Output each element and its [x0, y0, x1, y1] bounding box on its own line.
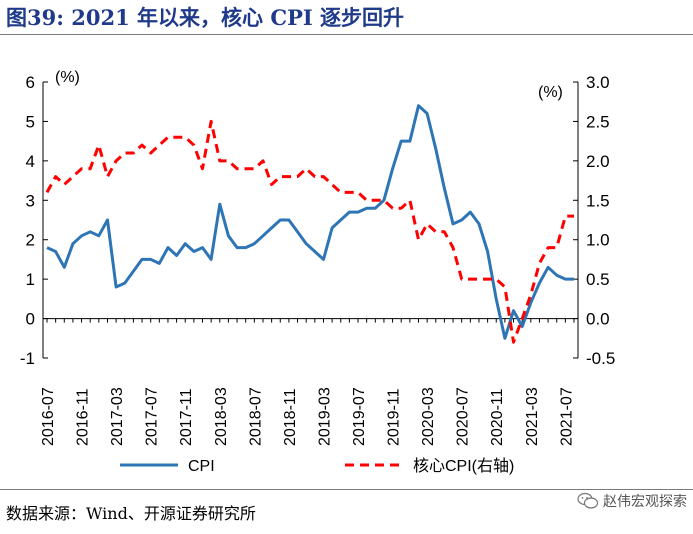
x-tick-label: 2020-03 — [420, 387, 437, 446]
x-tick-label: 2018-03 — [213, 387, 230, 446]
y-left-tick-label: 5 — [26, 112, 35, 131]
y-right-tick-label: 1.5 — [586, 191, 610, 210]
x-tick-label: 2018-11 — [282, 388, 299, 446]
footer-divider — [0, 489, 693, 490]
cpi-series-line — [46, 104, 574, 340]
y-left-tick-label: 3 — [26, 191, 35, 210]
x-tick-label: 2019-03 — [316, 387, 333, 446]
wechat-icon — [577, 492, 599, 509]
legend-label: CPI — [188, 458, 215, 475]
legend-label: 核心CPI(右轴) — [413, 457, 514, 475]
core-cpi-series-line — [45, 119, 574, 344]
watermark-label: 赵伟宏观探索 — [603, 494, 687, 510]
x-tick-label: 2017-07 — [144, 387, 161, 446]
chart-legend: CPI 核心CPI(右轴) — [120, 457, 514, 475]
y-right-tick-label: 2.0 — [586, 152, 610, 171]
y-right-tick-label: -0.5 — [586, 349, 615, 368]
x-tick-label: 2018-07 — [247, 387, 264, 446]
x-tick-label: 2017-03 — [109, 387, 126, 446]
chart-series — [45, 104, 574, 344]
x-tick-label: 2019-07 — [351, 387, 368, 446]
y-left-tick-label: 4 — [26, 152, 35, 171]
y-left-tick-label: 0 — [26, 310, 35, 329]
y-right-tick-label: 3.0 — [586, 73, 610, 92]
x-tick-label: 2021-07 — [558, 387, 575, 446]
x-tick-label: 2021-03 — [524, 387, 541, 446]
y-right-tick-label: 0.5 — [586, 270, 610, 289]
y-right-tick-label: 1.0 — [586, 231, 610, 250]
y-left-tick-label: -1 — [20, 349, 35, 368]
y-left-tick-label: 1 — [26, 270, 35, 289]
x-tick-label: 2016-07 — [40, 387, 57, 446]
y-left-unit-label: (%) — [55, 69, 80, 86]
page-title: 图39: 2021 年以来，核心 CPI 逐步回升 — [6, 5, 404, 30]
x-tick-label: 2019-11 — [386, 388, 403, 446]
x-tick-label: 2017-11 — [178, 388, 195, 446]
source-note: 数据来源：Wind、开源证券研究所 — [6, 504, 256, 523]
x-tick-label: 2020-07 — [455, 387, 472, 446]
chart-axes: -1 0 1 2 3 4 5 6 -0.5 0.0 0.5 1.0 1.5 2.0 2.5 3.0 (%) (%)… — [20, 69, 615, 446]
title-divider — [0, 34, 693, 35]
y-right-tick-label: 2.5 — [586, 112, 610, 131]
y-right-tick-label: 0.0 — [586, 310, 610, 329]
y-left-tick-label: 6 — [26, 73, 35, 92]
x-tick-label: 2020-11 — [489, 388, 506, 446]
line-chart: -1 0 1 2 3 4 5 6 -0.5 0.0 0.5 1.0 1.5 2.0 2.5 3.0 (%) (%)… — [20, 69, 615, 475]
watermark: 赵伟宏观探索 — [577, 491, 687, 511]
y-right-unit-label: (%) — [538, 84, 563, 101]
y-left-tick-label: 2 — [26, 231, 35, 250]
x-tick-label: 2016-11 — [75, 388, 92, 446]
